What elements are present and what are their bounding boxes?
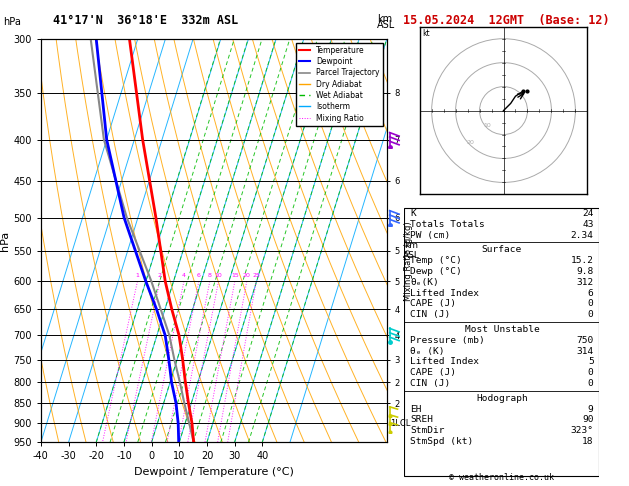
Text: StmDir: StmDir [410, 426, 445, 435]
Text: 2: 2 [158, 273, 162, 278]
Text: Dewp (°C): Dewp (°C) [410, 267, 462, 276]
Text: CAPE (J): CAPE (J) [410, 299, 456, 309]
Text: 6: 6 [197, 273, 201, 278]
Text: CAPE (J): CAPE (J) [410, 368, 456, 378]
Text: CIN (J): CIN (J) [410, 380, 450, 388]
Text: θₑ(K): θₑ(K) [410, 278, 439, 287]
Text: 312: 312 [576, 278, 594, 287]
Text: K: K [410, 208, 416, 218]
Text: 20: 20 [243, 273, 251, 278]
Text: 323°: 323° [571, 426, 594, 435]
Text: PW (cm): PW (cm) [410, 230, 450, 240]
Text: 15: 15 [231, 273, 238, 278]
Text: Lifted Index: Lifted Index [410, 289, 479, 297]
Text: 9.8: 9.8 [576, 267, 594, 276]
Text: 0: 0 [588, 368, 594, 378]
Text: hPa: hPa [3, 17, 21, 27]
Text: 90: 90 [582, 416, 594, 424]
Text: 25: 25 [252, 273, 260, 278]
Text: Hodograph: Hodograph [476, 394, 528, 402]
Text: 750: 750 [576, 336, 594, 345]
Text: 314: 314 [576, 347, 594, 356]
Text: 9: 9 [588, 404, 594, 414]
Text: Temp (°C): Temp (°C) [410, 256, 462, 265]
Text: 15.2: 15.2 [571, 256, 594, 265]
Text: 0: 0 [588, 311, 594, 319]
Text: 0: 0 [588, 299, 594, 309]
Y-axis label: hPa: hPa [1, 230, 11, 251]
Text: 43: 43 [582, 220, 594, 228]
Text: Pressure (mb): Pressure (mb) [410, 336, 485, 345]
Text: θₑ (K): θₑ (K) [410, 347, 445, 356]
Text: StmSpd (kt): StmSpd (kt) [410, 437, 474, 446]
Text: 41°17'N  36°18'E  332m ASL: 41°17'N 36°18'E 332m ASL [53, 14, 239, 27]
Text: Lifted Index: Lifted Index [410, 358, 479, 366]
Text: 8: 8 [208, 273, 212, 278]
X-axis label: Dewpoint / Temperature (°C): Dewpoint / Temperature (°C) [134, 467, 294, 477]
Text: kt: kt [422, 29, 430, 38]
Text: km: km [377, 14, 392, 24]
Text: © weatheronline.co.uk: © weatheronline.co.uk [450, 473, 554, 482]
Text: 4: 4 [182, 273, 186, 278]
Y-axis label: km
ASL: km ASL [403, 241, 420, 260]
Text: 5: 5 [588, 358, 594, 366]
Text: Totals Totals: Totals Totals [410, 220, 485, 228]
Text: 20: 20 [466, 140, 474, 145]
Text: 1: 1 [135, 273, 140, 278]
Text: EH: EH [410, 404, 422, 414]
Text: Most Unstable: Most Unstable [465, 325, 539, 334]
Text: Surface: Surface [482, 245, 522, 254]
Text: 24: 24 [582, 208, 594, 218]
Text: Mixing Ratio (g/kg): Mixing Ratio (g/kg) [404, 221, 413, 300]
Text: 0: 0 [588, 380, 594, 388]
Text: SREH: SREH [410, 416, 433, 424]
Text: 15.05.2024  12GMT  (Base: 12): 15.05.2024 12GMT (Base: 12) [403, 14, 609, 27]
Text: 10: 10 [214, 273, 222, 278]
Text: 1LCL: 1LCL [389, 419, 410, 428]
Text: 10: 10 [483, 123, 491, 128]
Text: 18: 18 [582, 437, 594, 446]
Legend: Temperature, Dewpoint, Parcel Trajectory, Dry Adiabat, Wet Adiabat, Isotherm, Mi: Temperature, Dewpoint, Parcel Trajectory… [296, 43, 383, 125]
Text: ASL: ASL [377, 20, 396, 31]
Text: CIN (J): CIN (J) [410, 311, 450, 319]
Text: 2.34: 2.34 [571, 230, 594, 240]
Text: 6: 6 [588, 289, 594, 297]
